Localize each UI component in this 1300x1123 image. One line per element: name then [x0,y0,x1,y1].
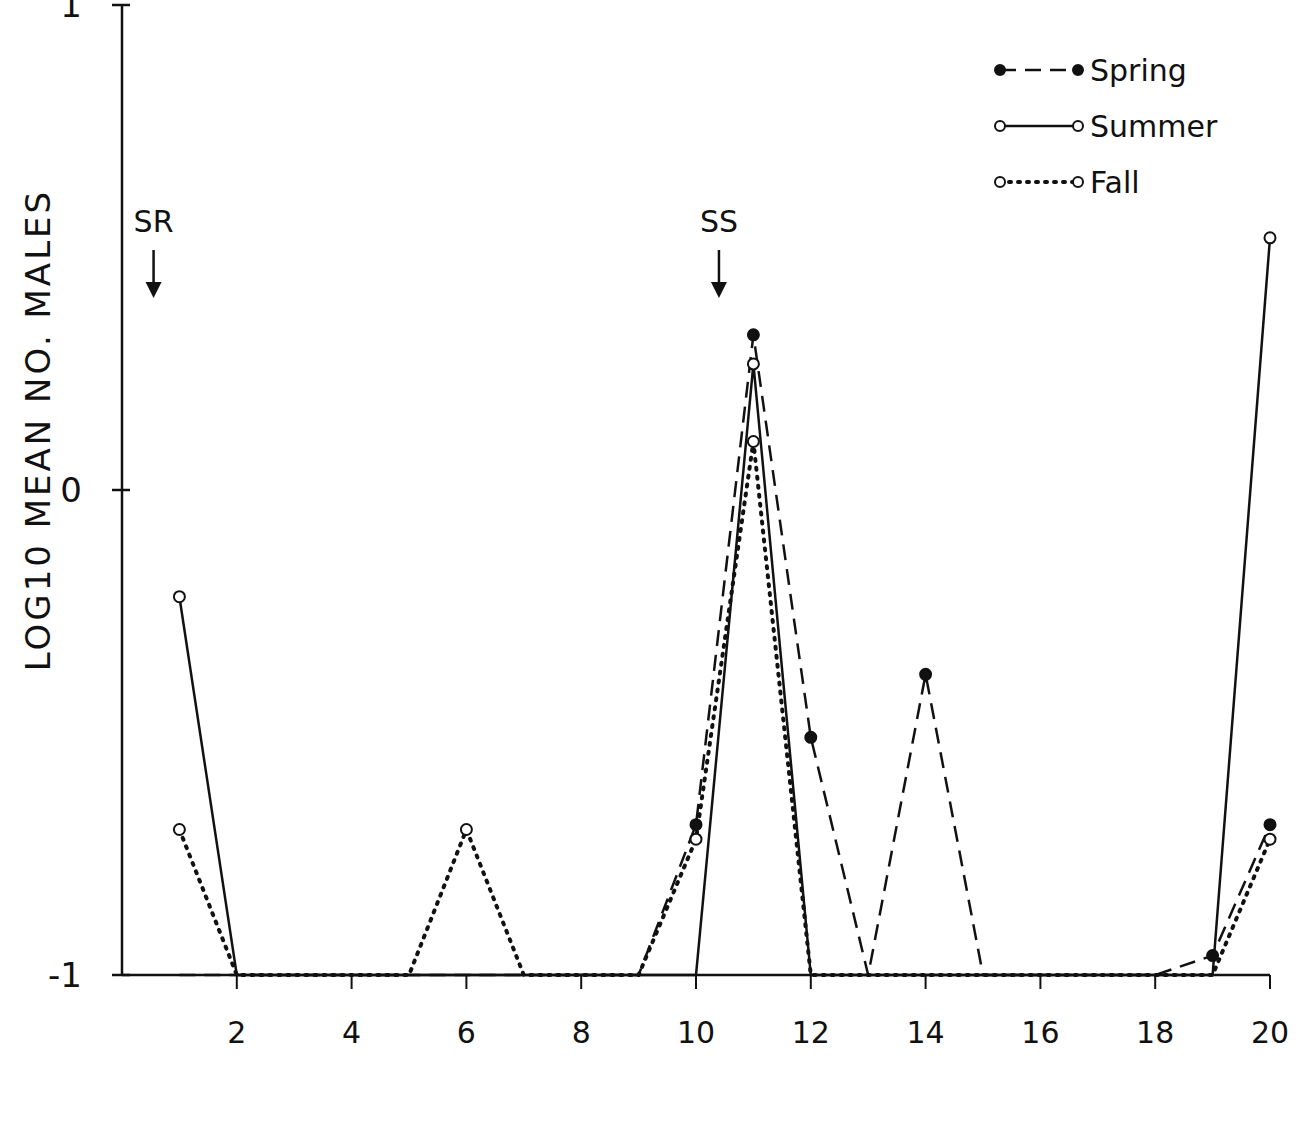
chart: -1012468101214161820LOG10 MEAN NO. MALES… [0,0,1300,1123]
point [748,358,759,369]
point [748,436,759,447]
legend-label: Summer [1090,109,1218,144]
point [461,824,472,835]
x-tick [695,975,697,989]
legend-marker [1073,121,1083,131]
series-line [179,238,1270,975]
x-tick-label: 14 [907,1015,945,1050]
series-line [179,442,1270,976]
x-tick [925,975,927,989]
plot-area [174,232,1276,975]
legend-marker [995,121,1005,131]
x-tick-label: 16 [1021,1015,1059,1050]
annotation-arrowhead [711,282,727,298]
annotation: SR [134,204,174,239]
point [748,329,759,340]
x-tick [1039,975,1041,989]
annotation: SS [700,204,738,239]
x-tick [580,975,582,989]
x-tick [236,975,238,989]
point [174,824,185,835]
legend-label: Fall [1090,165,1140,200]
x-tick-label: 20 [1251,1015,1289,1050]
y-tick [112,489,130,492]
point [1265,834,1276,845]
y-tick-label: 1 [60,0,82,25]
point [174,591,185,602]
x-tick [1154,975,1156,989]
point [1265,819,1276,830]
x-tick [465,975,467,989]
x-tick-label: 2 [227,1015,246,1050]
legend-label: Spring [1090,53,1187,88]
point [1265,232,1276,243]
y-tick [112,974,130,977]
y-tick [112,4,130,7]
x-tick-label: 6 [457,1015,476,1050]
legend-marker [995,177,1005,187]
legend-line [1000,69,1078,72]
x-tick [351,975,353,989]
x-tick [1269,975,1271,989]
series-line [179,335,1270,975]
point [920,669,931,680]
y-axis-label: LOG10 MEAN NO. MALES [18,189,58,671]
x-tick-label: 12 [792,1015,830,1050]
y-tick-label: -1 [48,955,82,995]
legend-marker [1073,65,1083,75]
y-tick-label: 0 [60,470,82,510]
legend-marker [1073,177,1083,187]
x-tick-label: 8 [572,1015,591,1050]
x-tick-label: 4 [342,1015,361,1050]
legend-marker [995,65,1005,75]
x-tick-label: 18 [1136,1015,1174,1050]
legend-line [1000,125,1078,128]
point [805,732,816,743]
x-tick [810,975,812,989]
x-tick-label: 10 [677,1015,715,1050]
point [691,834,702,845]
annotation-arrowhead [146,282,162,298]
legend-line [1000,180,1078,184]
